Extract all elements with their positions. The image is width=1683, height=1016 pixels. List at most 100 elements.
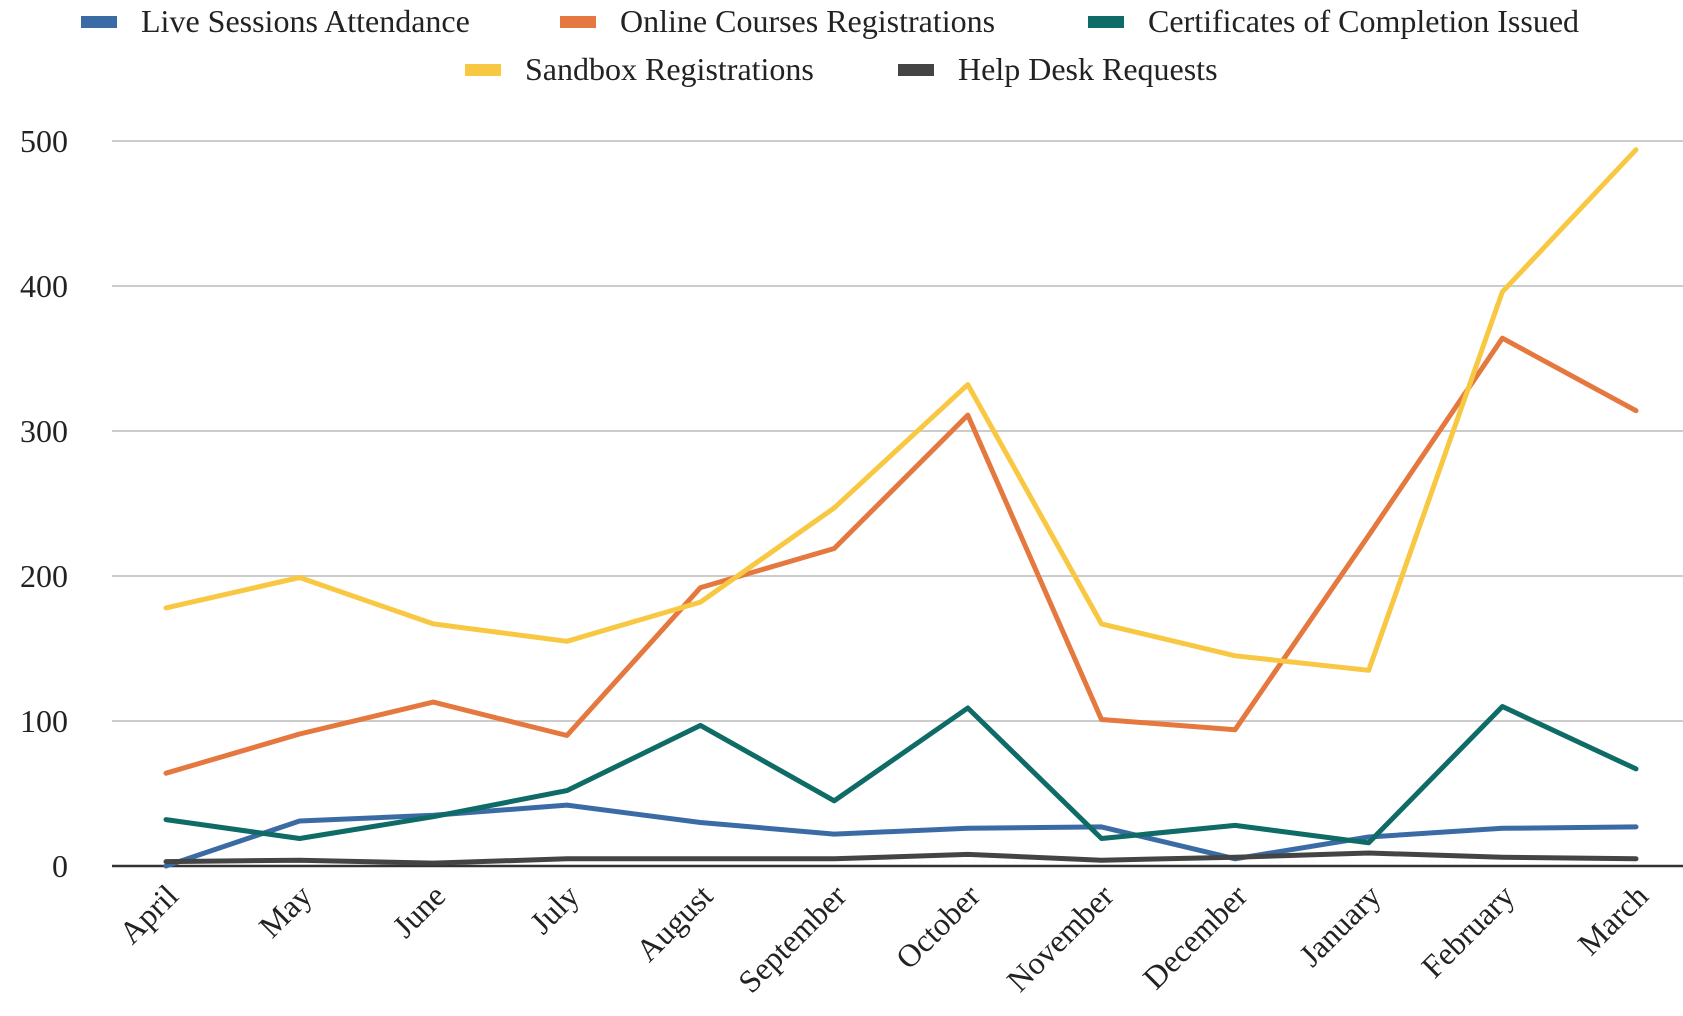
data-point-online-courses-registrations — [297, 732, 302, 737]
data-point-help-desk-requests — [1233, 855, 1238, 860]
y-axis: 0 100 200 300 400 500 — [20, 123, 68, 884]
data-point-help-desk-requests — [1366, 850, 1371, 855]
data-point-live-sessions-attendance — [965, 826, 970, 831]
data-point-online-courses-registrations — [965, 413, 970, 418]
data-point-help-desk-requests — [164, 859, 169, 864]
data-point-help-desk-requests — [832, 856, 837, 861]
x-tick-label: July — [523, 877, 586, 940]
data-point-online-courses-registrations — [832, 546, 837, 551]
series-line-help-desk-requests — [163, 850, 1639, 866]
legend-label: Certificates of Completion Issued — [1148, 3, 1579, 39]
data-point-certificates-of-completion-issued — [164, 817, 169, 822]
x-tick-label: February — [1414, 877, 1521, 984]
x-tick-label: January — [1292, 877, 1388, 973]
series-line-online-courses-registrations — [163, 335, 1639, 776]
x-tick-label: April — [112, 877, 185, 950]
x-tick-label: August — [629, 877, 720, 968]
data-point-live-sessions-attendance — [1099, 824, 1104, 829]
legend-label: Help Desk Requests — [958, 51, 1218, 87]
x-tick-label: November — [999, 877, 1120, 998]
data-point-certificates-of-completion-issued — [1500, 704, 1505, 709]
series-lines — [163, 147, 1639, 869]
data-point-online-courses-registrations — [164, 771, 169, 776]
data-point-sandbox-registrations — [164, 605, 169, 610]
data-point-help-desk-requests — [1099, 858, 1104, 863]
data-point-online-courses-registrations — [1634, 408, 1639, 413]
data-point-certificates-of-completion-issued — [965, 705, 970, 710]
data-point-certificates-of-completion-issued — [698, 723, 703, 728]
data-point-sandbox-registrations — [698, 600, 703, 605]
data-point-live-sessions-attendance — [1634, 824, 1639, 829]
legend-swatch — [465, 64, 501, 76]
series-line-live-sessions-attendance — [163, 802, 1639, 869]
data-point-live-sessions-attendance — [164, 864, 169, 869]
x-tick-label: December — [1136, 877, 1255, 996]
data-point-sandbox-registrations — [832, 505, 837, 510]
data-point-online-courses-registrations — [431, 700, 436, 705]
gridlines — [112, 140, 1683, 722]
data-point-live-sessions-attendance — [832, 832, 837, 837]
legend-swatch — [898, 64, 934, 76]
legend-swatch — [81, 16, 117, 28]
legend-item-certificates-of-completion-issued: Certificates of Completion Issued — [1088, 3, 1579, 39]
legend-item-sandbox-registrations: Sandbox Registrations — [465, 51, 814, 87]
data-point-live-sessions-attendance — [1500, 826, 1505, 831]
data-point-certificates-of-completion-issued — [832, 798, 837, 803]
y-tick-label: 300 — [20, 413, 68, 449]
data-point-sandbox-registrations — [1233, 653, 1238, 658]
y-tick-label: 500 — [20, 123, 68, 159]
data-point-online-courses-registrations — [1366, 533, 1371, 538]
y-tick-label: 400 — [20, 268, 68, 304]
legend-item-online-courses-registrations: Online Courses Registrations — [560, 3, 995, 39]
data-point-certificates-of-completion-issued — [1099, 836, 1104, 841]
data-point-certificates-of-completion-issued — [1233, 823, 1238, 828]
data-point-sandbox-registrations — [431, 621, 436, 626]
series-line-sandbox-registrations — [163, 147, 1639, 673]
legend-item-help-desk-requests: Help Desk Requests — [898, 51, 1218, 87]
data-point-help-desk-requests — [1634, 856, 1639, 861]
data-point-sandbox-registrations — [297, 575, 302, 580]
data-point-certificates-of-completion-issued — [1634, 766, 1639, 771]
data-point-sandbox-registrations — [1099, 621, 1104, 626]
data-point-sandbox-registrations — [1366, 668, 1371, 673]
data-point-certificates-of-completion-issued — [297, 836, 302, 841]
data-point-sandbox-registrations — [564, 639, 569, 644]
data-point-online-courses-registrations — [1233, 727, 1238, 732]
data-point-certificates-of-completion-issued — [1366, 840, 1371, 845]
x-tick-label: May — [252, 877, 319, 944]
data-point-help-desk-requests — [965, 852, 970, 857]
x-tick-label: March — [1570, 877, 1655, 962]
data-point-sandbox-registrations — [1634, 147, 1639, 152]
data-point-sandbox-registrations — [965, 382, 970, 387]
legend: Live Sessions Attendance Online Courses R… — [81, 3, 1579, 87]
data-point-online-courses-registrations — [1099, 717, 1104, 722]
data-point-sandbox-registrations — [1500, 289, 1505, 294]
data-point-help-desk-requests — [431, 861, 436, 866]
y-tick-label: 200 — [20, 558, 68, 594]
data-point-certificates-of-completion-issued — [431, 814, 436, 819]
data-point-online-courses-registrations — [1500, 336, 1505, 341]
data-point-live-sessions-attendance — [297, 819, 302, 824]
data-point-live-sessions-attendance — [698, 820, 703, 825]
data-point-online-courses-registrations — [698, 585, 703, 590]
legend-item-live-sessions-attendance: Live Sessions Attendance — [81, 3, 470, 39]
x-tick-label: June — [385, 877, 452, 944]
legend-label: Online Courses Registrations — [620, 3, 995, 39]
data-point-live-sessions-attendance — [564, 803, 569, 808]
x-axis: April May June July August September October No… — [112, 864, 1683, 1000]
data-point-help-desk-requests — [698, 856, 703, 861]
data-point-help-desk-requests — [1500, 855, 1505, 860]
x-tick-label: September — [731, 877, 853, 999]
y-tick-label: 0 — [52, 848, 68, 884]
y-tick-label: 100 — [20, 703, 68, 739]
data-point-certificates-of-completion-issued — [564, 788, 569, 793]
x-tick-label: October — [888, 877, 987, 976]
data-point-help-desk-requests — [297, 858, 302, 863]
legend-label: Live Sessions Attendance — [141, 3, 470, 39]
series-line-certificates-of-completion-issued — [163, 704, 1639, 846]
data-point-online-courses-registrations — [564, 733, 569, 738]
legend-swatch — [1088, 16, 1124, 28]
legend-label: Sandbox Registrations — [525, 51, 814, 87]
data-point-help-desk-requests — [564, 856, 569, 861]
